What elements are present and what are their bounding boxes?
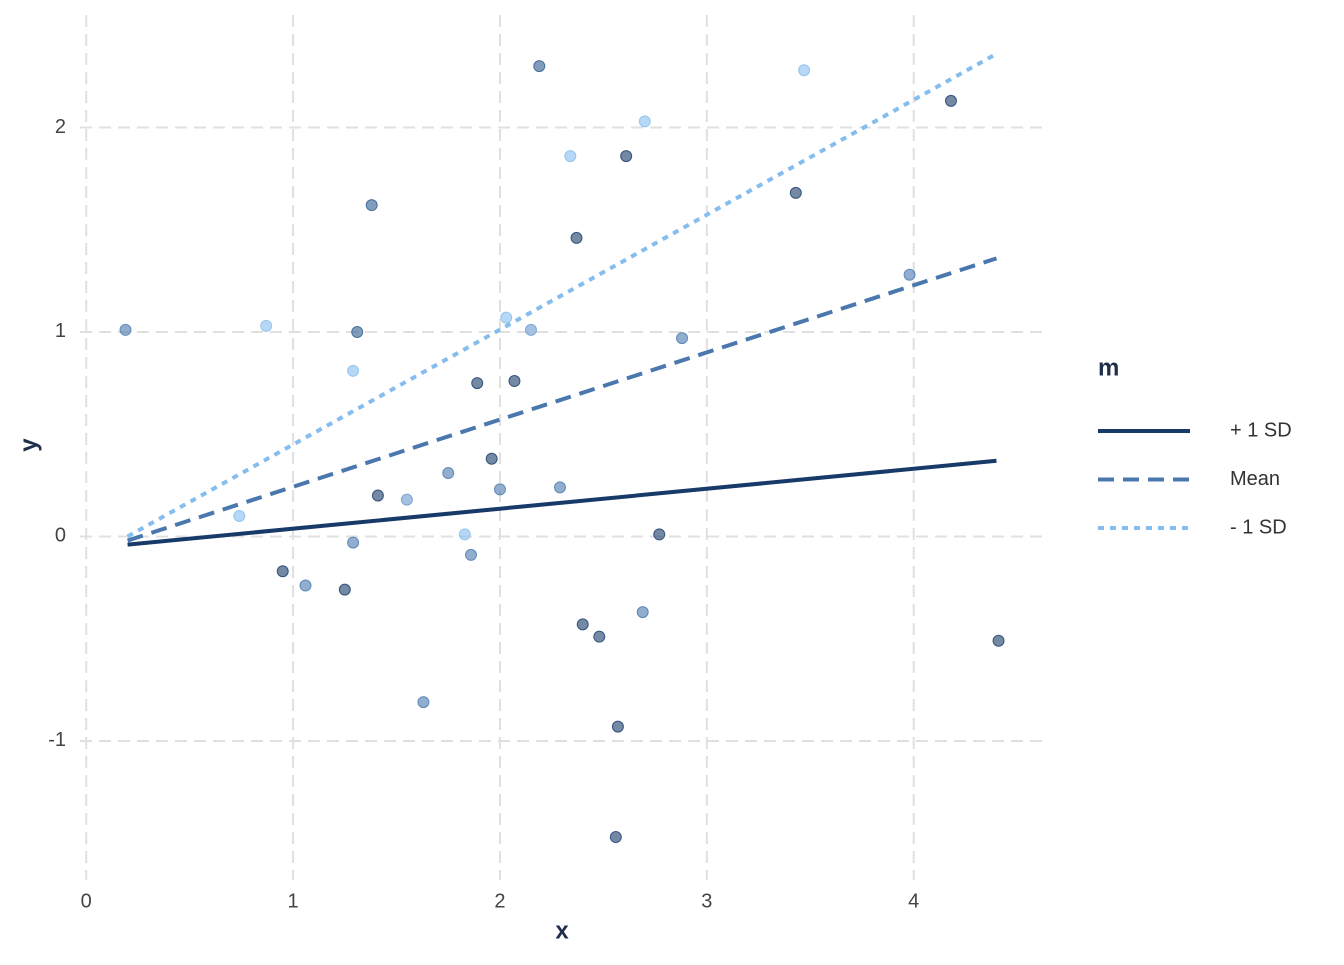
x-axis-title: x (555, 917, 569, 944)
y-tick-label: -1 (48, 729, 66, 751)
point (458, 528, 471, 541)
point (789, 186, 802, 199)
point (465, 548, 478, 561)
x-tick-label: 2 (494, 890, 505, 912)
regression-line (126, 256, 998, 543)
point (944, 94, 957, 107)
point (593, 630, 606, 643)
x-tick-label: 3 (701, 890, 712, 912)
x-tick-label: 0 (81, 890, 92, 912)
point (553, 481, 566, 494)
point (576, 618, 589, 631)
point (338, 583, 351, 596)
point (609, 831, 622, 844)
point (903, 268, 916, 281)
x-tick-label: 1 (288, 890, 299, 912)
point (636, 606, 649, 619)
point (620, 150, 633, 163)
legend-label: Mean (1230, 468, 1280, 490)
regression-line (126, 52, 998, 539)
point (611, 720, 624, 733)
point (493, 483, 506, 496)
point (798, 64, 811, 77)
regression-line (127, 458, 997, 547)
point (638, 115, 651, 128)
point (119, 323, 132, 336)
point (508, 375, 521, 388)
point (417, 696, 430, 709)
point (564, 150, 577, 163)
legend-label: - 1 SD (1230, 516, 1287, 538)
point (276, 565, 289, 578)
point (533, 60, 546, 73)
x-tick-label: 4 (908, 890, 919, 912)
y-tick-label: 0 (55, 525, 66, 547)
point (351, 325, 364, 338)
point (570, 231, 583, 244)
point (525, 323, 538, 336)
y-tick-label: 2 (55, 116, 66, 138)
point (471, 377, 484, 390)
point (442, 467, 455, 480)
point (676, 332, 689, 345)
point (233, 510, 246, 523)
legend-label: + 1 SD (1230, 419, 1292, 441)
point (371, 489, 384, 502)
y-tick-label: 1 (55, 320, 66, 342)
point (347, 536, 360, 549)
point (485, 452, 498, 465)
legend-title: m (1098, 354, 1119, 381)
point (500, 311, 513, 324)
point (400, 493, 413, 506)
point (347, 364, 360, 377)
point (260, 319, 273, 332)
point (299, 579, 312, 592)
point (365, 199, 378, 212)
point (992, 634, 1005, 647)
y-axis-title: y (15, 438, 42, 452)
point (653, 528, 666, 541)
